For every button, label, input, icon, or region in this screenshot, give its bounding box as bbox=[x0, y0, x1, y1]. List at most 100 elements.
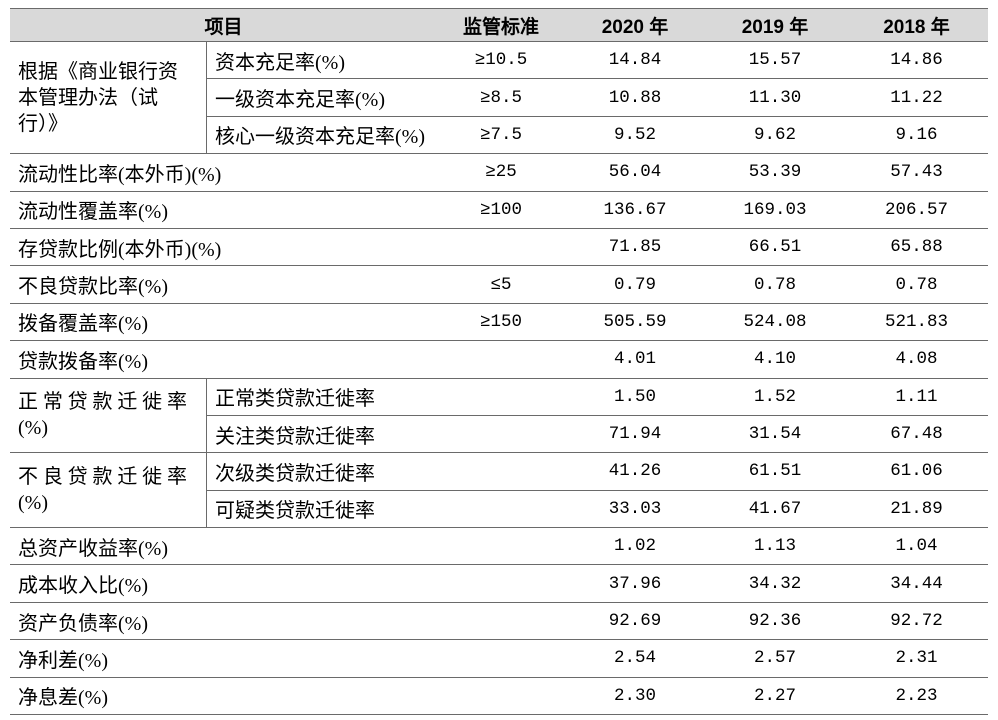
row-label: 资本充足率(%) bbox=[207, 42, 437, 80]
regulatory-standard-cell bbox=[437, 341, 565, 379]
group-label-line: 行）》 bbox=[18, 112, 68, 135]
header-year-2020: 2020 年 bbox=[565, 8, 705, 42]
regulatory-standard-cell bbox=[437, 229, 565, 267]
group-label-capital-regulation: 根据《商业银行资 本管理办法（试 行）》 bbox=[10, 42, 207, 155]
regulatory-standard-cell: ≥8.5 bbox=[437, 79, 565, 117]
value-2020-cell: 56.04 bbox=[565, 154, 705, 192]
value-2020-cell: 14.84 bbox=[565, 42, 705, 80]
value-2018-cell: 521.83 bbox=[845, 304, 988, 342]
value-2020-cell: 9.52 bbox=[565, 117, 705, 155]
value-2019-cell: 61.51 bbox=[705, 453, 845, 491]
group-label-line: 不良贷款迁徙率 bbox=[18, 466, 187, 489]
value-2018-cell: 34.44 bbox=[845, 565, 988, 603]
group-label-line: (%) bbox=[18, 492, 48, 515]
value-2018-cell: 92.72 bbox=[845, 603, 988, 641]
regulatory-standard-cell bbox=[437, 453, 565, 491]
value-2018-cell: 4.08 bbox=[845, 341, 988, 379]
value-2020-cell: 92.69 bbox=[565, 603, 705, 641]
value-2019-cell: 31.54 bbox=[705, 416, 845, 454]
row-label: 可疑类贷款迁徙率 bbox=[207, 491, 437, 529]
regulatory-standard-cell bbox=[437, 640, 565, 678]
value-2019-cell: 4.10 bbox=[705, 341, 845, 379]
group-label-line: 本管理办法（试 bbox=[18, 86, 158, 109]
value-2019-cell: 2.57 bbox=[705, 640, 845, 678]
value-2020-cell: 33.03 bbox=[565, 491, 705, 529]
value-2019-cell: 2.27 bbox=[705, 678, 845, 716]
value-2018-cell: 2.31 bbox=[845, 640, 988, 678]
value-2019-cell: 1.13 bbox=[705, 528, 845, 566]
value-2019-cell: 9.62 bbox=[705, 117, 845, 155]
row-label: 流动性覆盖率(%) bbox=[10, 192, 437, 229]
value-2019-cell: 41.67 bbox=[705, 491, 845, 529]
value-2019-cell: 0.78 bbox=[705, 266, 845, 304]
value-2018-cell: 1.04 bbox=[845, 528, 988, 566]
regulatory-standard-cell bbox=[437, 603, 565, 641]
value-2018-cell: 67.48 bbox=[845, 416, 988, 454]
row-label: 资产负债率(%) bbox=[10, 603, 437, 641]
regulatory-standard-cell: ≤5 bbox=[437, 266, 565, 304]
value-2019-cell: 524.08 bbox=[705, 304, 845, 342]
regulatory-standard-cell bbox=[437, 528, 565, 566]
value-2018-cell: 9.16 bbox=[845, 117, 988, 155]
regulatory-indicator-table: 项目 监管标准 2020 年 2019 年 2018 年 根据《商业银行资 本管… bbox=[10, 8, 988, 716]
row-label: 核心一级资本充足率(%) bbox=[207, 117, 437, 155]
value-2020-cell: 41.26 bbox=[565, 453, 705, 491]
value-2020-cell: 10.88 bbox=[565, 79, 705, 117]
row-label: 总资产收益率(%) bbox=[10, 528, 437, 566]
regulatory-standard-cell bbox=[437, 379, 565, 416]
value-2018-cell: 2.23 bbox=[845, 678, 988, 716]
row-label: 正常类贷款迁徙率 bbox=[207, 379, 437, 416]
value-2018-cell: 61.06 bbox=[845, 453, 988, 491]
value-2020-cell: 1.50 bbox=[565, 379, 705, 416]
group-label-line: (%) bbox=[18, 417, 48, 440]
header-regulatory-standard: 监管标准 bbox=[437, 8, 565, 42]
value-2020-cell: 1.02 bbox=[565, 528, 705, 566]
header-year-2019: 2019 年 bbox=[705, 8, 845, 42]
regulatory-standard-cell: ≥25 bbox=[437, 154, 565, 192]
value-2019-cell: 15.57 bbox=[705, 42, 845, 80]
group-label-line: 正常贷款迁徙率 bbox=[18, 391, 187, 414]
regulatory-standard-cell: ≥7.5 bbox=[437, 117, 565, 155]
value-2019-cell: 169.03 bbox=[705, 192, 845, 229]
header-item: 项目 bbox=[10, 8, 437, 42]
regulatory-standard-cell bbox=[437, 678, 565, 716]
value-2019-cell: 34.32 bbox=[705, 565, 845, 603]
row-label: 流动性比率(本外币)(%) bbox=[10, 154, 437, 192]
value-2019-cell: 1.52 bbox=[705, 379, 845, 416]
group-label-line: 根据《商业银行资 bbox=[18, 60, 178, 83]
value-2018-cell: 65.88 bbox=[845, 229, 988, 267]
value-2018-cell: 57.43 bbox=[845, 154, 988, 192]
row-label: 关注类贷款迁徙率 bbox=[207, 416, 437, 454]
group-label-normal-loan-migration: 正常贷款迁徙率 (%) bbox=[10, 378, 207, 454]
value-2020-cell: 71.94 bbox=[565, 416, 705, 454]
value-2018-cell: 14.86 bbox=[845, 42, 988, 80]
value-2020-cell: 2.54 bbox=[565, 640, 705, 678]
value-2018-cell: 206.57 bbox=[845, 192, 988, 229]
value-2020-cell: 136.67 bbox=[565, 192, 705, 229]
value-2020-cell: 4.01 bbox=[565, 341, 705, 379]
value-2019-cell: 66.51 bbox=[705, 229, 845, 267]
regulatory-standard-cell: ≥150 bbox=[437, 304, 565, 342]
row-label: 净息差(%) bbox=[10, 678, 437, 716]
regulatory-standard-cell: ≥10.5 bbox=[437, 42, 565, 80]
value-2018-cell: 11.22 bbox=[845, 79, 988, 117]
value-2019-cell: 53.39 bbox=[705, 154, 845, 192]
row-label: 拨备覆盖率(%) bbox=[10, 304, 437, 342]
regulatory-standard-cell bbox=[437, 565, 565, 603]
value-2020-cell: 0.79 bbox=[565, 266, 705, 304]
value-2019-cell: 92.36 bbox=[705, 603, 845, 641]
row-label: 次级类贷款迁徙率 bbox=[207, 453, 437, 491]
value-2020-cell: 505.59 bbox=[565, 304, 705, 342]
value-2020-cell: 37.96 bbox=[565, 565, 705, 603]
row-label: 成本收入比(%) bbox=[10, 565, 437, 603]
value-2019-cell: 11.30 bbox=[705, 79, 845, 117]
header-year-2018: 2018 年 bbox=[845, 8, 988, 42]
value-2020-cell: 71.85 bbox=[565, 229, 705, 267]
row-label: 不良贷款比率(%) bbox=[10, 266, 437, 304]
value-2020-cell: 2.30 bbox=[565, 678, 705, 716]
value-2018-cell: 0.78 bbox=[845, 266, 988, 304]
group-label-npl-migration: 不良贷款迁徙率 (%) bbox=[10, 453, 207, 529]
row-label: 存贷款比例(本外币)(%) bbox=[10, 229, 437, 267]
regulatory-standard-cell bbox=[437, 416, 565, 454]
value-2018-cell: 1.11 bbox=[845, 379, 988, 416]
